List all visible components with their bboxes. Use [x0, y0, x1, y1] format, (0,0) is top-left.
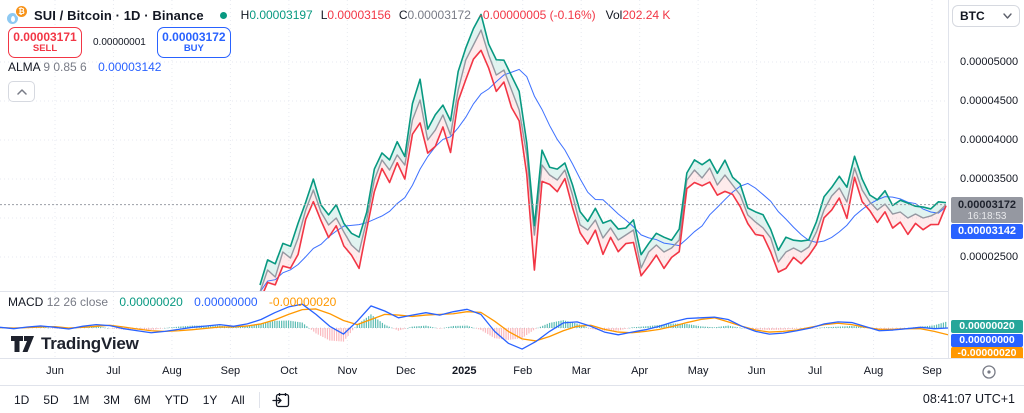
macd-axis-label: 0.00000020	[951, 320, 1023, 333]
high-label: H	[240, 8, 250, 22]
last-price-value: 0.00003172	[957, 199, 1017, 211]
tradingview-logo[interactable]: TradingView	[10, 334, 139, 354]
time-axis-label: Aug	[162, 365, 182, 377]
clock[interactable]: 08:41:07 UTC+1	[922, 392, 1015, 406]
price-scale[interactable]: BTC 0.00005000 0.00004500 0.00004000 0.0000…	[948, 0, 1024, 385]
range-button-all[interactable]: All	[231, 392, 245, 407]
chart-header: ₿ SUI / Bitcoin · 1D · Binance H0.000031…	[6, 5, 670, 25]
market-status-icon[interactable]	[219, 11, 227, 19]
spread-value: 0.00000001	[93, 37, 146, 48]
collapse-legend-button[interactable]	[8, 81, 35, 102]
time-axis-label: Sep	[220, 365, 241, 377]
chevron-up-icon	[16, 88, 27, 95]
range-button-3m[interactable]: 3M	[103, 392, 121, 407]
range-button-5d[interactable]: 5D	[43, 392, 59, 407]
time-axis-label: 2025	[452, 365, 477, 377]
time-axis-label: Nov	[337, 365, 358, 377]
price-tick: 0.00002500	[960, 250, 1019, 263]
alma-params: 9 0.85 6	[43, 60, 87, 74]
range-button-1y[interactable]: 1Y	[202, 392, 218, 407]
sell-button[interactable]: 0.00003171 SELL	[8, 27, 82, 58]
currency-label: BTC	[960, 9, 985, 23]
time-axis-label: Mar	[571, 365, 591, 377]
alma-name: ALMA	[8, 60, 41, 74]
volume-value: 202.24 K	[622, 8, 671, 22]
chart-canvas[interactable]	[0, 0, 948, 358]
macd-line-value: 0.00000000	[194, 295, 258, 309]
time-axis-label: Jun	[46, 365, 64, 377]
range-button-6m[interactable]: 6M	[134, 392, 151, 407]
ohlc-low: L0.00003156	[321, 8, 391, 22]
buy-label: BUY	[183, 42, 204, 54]
pair-logo: ₿	[6, 5, 30, 25]
btc-logo-icon: ₿	[15, 5, 28, 18]
last-price-label: 0.00003172 16:18:53	[951, 197, 1023, 223]
go-to-date-button[interactable]	[268, 390, 294, 410]
bar-countdown: 16:18:53	[967, 211, 1007, 222]
time-axis-label: Aug	[863, 365, 884, 377]
price-tick: 0.00004500	[960, 94, 1019, 107]
macd-legend[interactable]: MACD 12 26 close 0.00000020 0.00000000 -…	[8, 295, 336, 309]
low-label: L	[320, 8, 328, 22]
currency-selector[interactable]: BTC	[952, 5, 1020, 27]
time-axis-label: Sep	[922, 365, 942, 377]
chevron-down-icon	[1003, 13, 1012, 19]
toolbar-divider	[258, 391, 260, 408]
volume: Vol202.24 K	[606, 8, 671, 22]
price-tick: 0.00004000	[960, 133, 1019, 146]
crosshair-icon[interactable]	[980, 363, 998, 381]
time-axis-label: Oct	[280, 365, 298, 377]
macd-axis-label: -0.00000020	[951, 347, 1023, 361]
time-axis-label: Jun	[747, 365, 766, 377]
symbol-title[interactable]: SUI / Bitcoin · 1D · Binance	[34, 7, 204, 23]
price-tick: 0.00005000	[960, 55, 1019, 68]
time-axis-label: Feb	[513, 365, 533, 377]
alma-legend[interactable]: ALMA 9 0.85 6 0.00003142	[8, 60, 161, 74]
range-buttons: 1D 5D 1M 3M 6M YTD 1Y All	[0, 390, 251, 410]
time-axis-label: May	[687, 365, 709, 377]
time-axis-label: Jul	[808, 365, 823, 377]
buy-price: 0.00003172	[162, 29, 226, 44]
macd-name: MACD	[8, 295, 44, 309]
close-label: C	[398, 8, 408, 22]
ohlc-close: C0.00003172	[399, 8, 471, 22]
alma-axis-label: 0.00003142	[951, 224, 1023, 239]
time-axis-label: Jul	[106, 365, 121, 377]
macd-signal-value: -0.00000020	[268, 295, 337, 309]
range-button-ytd[interactable]: YTD	[164, 392, 189, 407]
bottom-toolbar: 1D 5D 1M 3M 6M YTD 1Y All 08:41:07 UTC+1	[0, 385, 1024, 413]
range-button-1d[interactable]: 1D	[14, 392, 30, 407]
time-axis[interactable]: Jun Jul Aug Sep Oct Nov Dec 2025 Feb Mar Apr May Jun…	[0, 358, 1024, 385]
tradingview-logo-icon	[11, 336, 34, 352]
range-button-1m[interactable]: 1M	[72, 392, 90, 407]
tradingview-logo-text: TradingView	[41, 334, 139, 353]
time-axis-label: Dec	[396, 365, 416, 377]
low-value: 0.00003156	[327, 8, 391, 22]
time-axis-label: Apr	[631, 365, 649, 377]
macd-hist-value: 0.00000020	[119, 295, 183, 309]
high-value: 0.00003197	[249, 8, 313, 22]
ohlc-high: H0.00003197	[241, 8, 313, 22]
order-panel: 0.00003171 SELL 0.00000001 0.00003172 BU…	[8, 27, 231, 58]
buy-button[interactable]: 0.00003172 BUY	[156, 27, 231, 58]
sell-price: 0.00003171	[13, 29, 77, 44]
change-value: -0.00000005 (-0.16%)	[478, 8, 596, 22]
price-tick: 0.00003500	[960, 172, 1019, 185]
volume-label: Vol	[605, 8, 623, 22]
chart-area[interactable]	[0, 0, 948, 358]
calendar-icon	[272, 392, 289, 407]
macd-params: 12 26 close	[46, 295, 109, 309]
alma-value: 0.00003142	[98, 60, 162, 74]
macd-axis-label: 0.00000000	[951, 333, 1023, 347]
pane-separator[interactable]	[0, 291, 1024, 292]
close-value: 0.00003172	[407, 8, 471, 22]
sell-label: SELL	[32, 42, 58, 54]
